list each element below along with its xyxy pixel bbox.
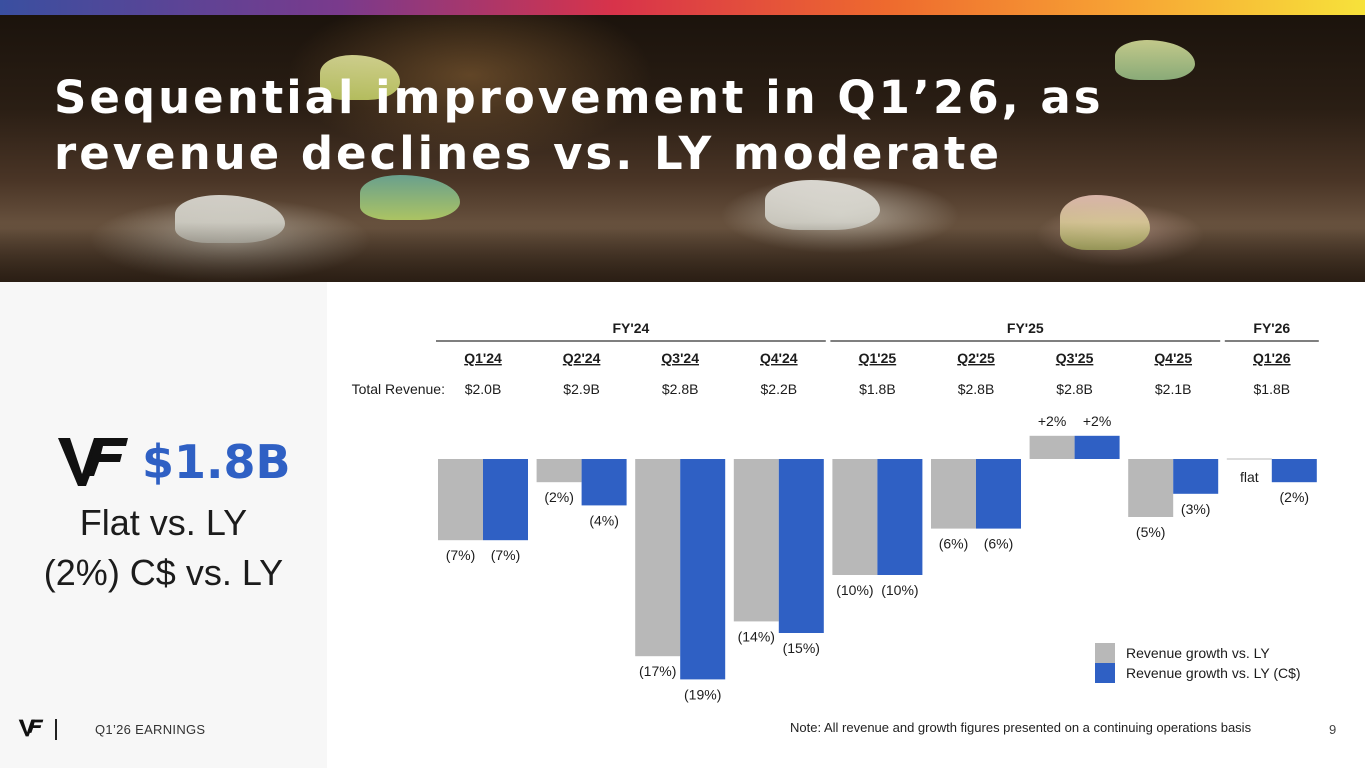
footnote: Note: All revenue and growth figures pre… [790, 720, 1252, 735]
bar-data-label: (6%) [939, 536, 969, 552]
kpi-headline: $1.8B [56, 434, 291, 490]
quarter-label: Q4'25 [1154, 350, 1192, 366]
shoe-illustration [320, 55, 400, 100]
vf-logo-icon [58, 438, 128, 486]
total-revenue-row-label: Total Revenue: [352, 381, 445, 397]
kpi-growth-line: Flat vs. LY [79, 502, 248, 543]
bar-data-label: +2% [1038, 413, 1066, 429]
bar-data-label: (7%) [446, 547, 476, 563]
kpi-panel: $1.8B Flat vs. LY (2%) C$ vs. LY Q1’26 E… [0, 282, 327, 768]
bar-growth [536, 459, 582, 483]
quarter-label: Q3'24 [661, 350, 699, 366]
bar-data-label: (10%) [836, 582, 873, 598]
page-number: 9 [1329, 722, 1337, 737]
fiscal-year-label: FY'26 [1253, 320, 1290, 336]
footer-label: Q1’26 EARNINGS [95, 722, 206, 737]
bar-data-label: (2%) [544, 489, 574, 505]
bar-growth-cc [1271, 459, 1317, 483]
quarter-label: Q3'25 [1056, 350, 1094, 366]
bar-data-label: (6%) [984, 536, 1014, 552]
bar-growth-cc [976, 459, 1021, 529]
bar-data-label: flat [1240, 469, 1259, 485]
bar-growth-cc [877, 459, 923, 575]
bar-growth [635, 459, 681, 657]
bar-growth-cc [581, 459, 627, 506]
bar-growth-cc [1173, 459, 1219, 494]
bar-data-label: (7%) [491, 547, 521, 563]
bar-growth [733, 459, 779, 622]
bar-data-label: +2% [1083, 413, 1111, 429]
shoe-illustration [360, 175, 460, 220]
legend-label: Revenue growth vs. LY [1126, 645, 1270, 661]
slide-title: Sequential improvement in Q1’26, as reve… [54, 71, 1104, 180]
brand-gradient-bar [0, 0, 1365, 15]
quarter-label: Q1'24 [464, 350, 502, 366]
total-revenue-value: $2.9B [563, 381, 600, 397]
quarter-label: Q2'24 [563, 350, 601, 366]
bar-data-label: (4%) [589, 512, 619, 528]
bar-growth [438, 459, 483, 541]
bar-growth-cc [483, 459, 528, 541]
quarter-label: Q1'25 [859, 350, 897, 366]
total-revenue-value: $2.1B [1155, 381, 1192, 397]
hero-banner [0, 15, 1365, 282]
vf-footer-logo-icon [18, 719, 44, 737]
legend-swatch [1095, 643, 1115, 663]
footer-divider [55, 719, 57, 740]
bar-growth-cc [680, 459, 726, 680]
bar-data-label: (17%) [639, 663, 676, 679]
fiscal-year-label: FY'24 [613, 320, 650, 336]
total-revenue-value: $2.2B [761, 381, 798, 397]
bar-data-label: (10%) [881, 582, 918, 598]
bar-growth [1128, 459, 1174, 517]
bar-data-label: (15%) [783, 640, 820, 656]
legend-label: Revenue growth vs. LY (C$) [1126, 665, 1301, 681]
bar-growth [832, 459, 878, 575]
fiscal-year-label: FY'25 [1007, 320, 1044, 336]
bar-data-label: (3%) [1181, 501, 1211, 517]
total-revenue-value: $1.8B [859, 381, 896, 397]
bar-data-label: (14%) [738, 628, 775, 644]
bar-data-label: (5%) [1136, 524, 1166, 540]
kpi-cc-growth-line: (2%) C$ vs. LY [43, 552, 284, 593]
bar-growth [931, 459, 976, 529]
total-revenue-value: $2.8B [958, 381, 995, 397]
kpi-revenue-value: $1.8B [142, 435, 291, 489]
quarter-label: Q2'25 [957, 350, 995, 366]
total-revenue-value: $2.0B [465, 381, 502, 397]
total-revenue-value: $2.8B [662, 381, 699, 397]
bar-growth-cc [1074, 435, 1120, 459]
quarter-label: Q4'24 [760, 350, 798, 366]
shoe-illustration [1115, 40, 1195, 80]
bar-data-label: (2%) [1280, 489, 1310, 505]
bar-growth-cc [778, 459, 824, 633]
total-revenue-value: $1.8B [1254, 381, 1291, 397]
bar-data-label: (19%) [684, 686, 721, 702]
total-revenue-value: $2.8B [1056, 381, 1093, 397]
legend-swatch [1095, 663, 1115, 683]
bar-growth [1029, 435, 1075, 459]
quarter-label: Q1'26 [1253, 350, 1291, 366]
